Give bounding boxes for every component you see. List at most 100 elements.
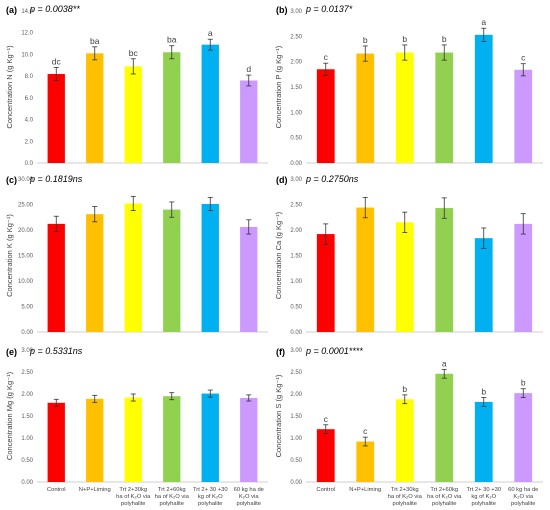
p-value: p = 0.5331ns [29,346,83,356]
x-tick-label: N+P+Liming [349,487,381,493]
y-tick-label: 0.50 [21,458,33,464]
significance-letter: a [442,358,447,368]
bar [240,80,258,163]
bar [435,373,454,482]
bar [514,393,533,482]
x-tick-label: Trt 2+30kg ha of K₂O via polyhalite [388,487,423,507]
significance-letter: b [521,378,526,388]
y-tick-label: 1.50 [290,254,302,260]
bar [514,69,533,163]
bar [316,69,335,163]
bar [47,223,65,332]
y-tick-label: 1.00 [290,436,302,442]
y-tick-label: 0.00 [290,480,302,486]
panel-label: (e) [6,347,17,357]
x-tick-label: Trt 2+60kg ha of K₂O via polyhalite [155,487,190,507]
y-tick-label: 3.00 [21,348,33,354]
significance-letter: b [481,387,486,397]
x-tick-label: Control [47,487,66,493]
y-tick-label: 5.00 [21,305,33,311]
p-value: p = 0.0001**** [305,346,363,356]
bar [86,53,104,163]
bar [395,399,414,482]
y-tick-label: 2.0 [25,139,34,145]
y-tick-label: 14.0 [21,9,33,15]
significance-letter: b [402,34,407,44]
x-tick-label: Trt 2+30kg ha of K₂O via polyhalite [116,487,151,507]
y-tick-label: 15.00 [18,254,34,260]
bar [316,234,335,332]
y-tick-label: 10.00 [18,279,34,285]
y-tick-label: 1.50 [290,414,302,420]
y-tick-label: 2.50 [290,370,302,376]
bar [163,52,181,163]
y-tick-label: 3.00 [290,9,302,15]
y-axis-label: Concentration Mg (g Kg⁻¹) [5,371,14,460]
bar [356,207,375,332]
significance-letter: b [402,384,407,394]
y-tick-label: 0.00 [21,480,33,486]
bar [163,396,181,482]
panel-label: (c) [6,175,17,185]
bar [435,52,454,164]
bar [86,214,104,332]
y-axis-label: Concentration K (g Kg⁻¹) [5,214,14,297]
bar [124,66,142,163]
y-tick-label: 1.00 [290,110,302,116]
y-tick-label: 12.0 [21,31,33,37]
y-tick-label: 30.00 [18,177,34,183]
significance-letter: d [246,64,251,74]
y-tick-label: 20.00 [18,228,34,234]
bar [201,203,219,332]
significance-letter: ba [167,35,177,45]
y-tick-label: 2.00 [290,392,302,398]
panel-label: (b) [276,5,288,15]
significance-letter: b [363,35,368,45]
bar [47,73,65,163]
bar [474,34,493,164]
y-tick-label: 1.00 [21,436,33,442]
x-tick-label: 60 kg ha de K₂O via polyhalite [508,487,538,507]
bar [514,223,533,332]
x-tick-label: Trt 2+ 30 +30 kg of K₂O polyhalite [466,487,501,507]
significance-letter: a [208,28,213,38]
significance-letter: b [442,34,447,44]
bar [240,226,258,332]
y-tick-label: 0.50 [290,136,302,142]
significance-letter: c [324,52,329,62]
bar [163,209,181,332]
bar [395,52,414,164]
bar [201,44,219,163]
y-tick-label: 10.0 [21,52,33,58]
y-tick-label: 1.50 [21,414,33,420]
y-tick-label: 2.50 [290,34,302,40]
bar [474,401,493,482]
y-tick-label: 4.0 [25,118,34,124]
bar [124,397,142,482]
significance-letter: bc [129,48,139,58]
significance-letter: ba [90,36,100,46]
p-value: p = 0.1819ns [29,174,83,184]
bar [356,441,375,482]
y-tick-label: 3.00 [290,177,302,183]
bar [474,238,493,332]
bar [395,222,414,332]
panel-label: (a) [6,5,17,15]
p-value: p = 0.2750ns [305,174,359,184]
panel-b: (b) p = 0.0137* 0.00 0.50 1.00 1.50 2.00 2.50 3.… [274,4,543,167]
bar [316,429,335,482]
p-value: p = 0.0137* [305,4,353,14]
x-tick-label: N+P+Liming [79,487,111,493]
y-tick-label: 25.00 [18,203,34,209]
y-tick-label: 6.0 [25,96,34,102]
y-tick-label: 1.50 [290,85,302,91]
y-tick-label: 2.00 [290,60,302,66]
bar [124,203,142,332]
x-tick-label: 60 kg ha de K₂O via polyhalite [234,487,264,507]
y-tick-label: 0.00 [21,330,33,336]
panel-c: (c) p = 0.1819ns 0.00 5.00 10.00 15.00 20.00 25… [5,174,268,336]
y-tick-label: 1.00 [290,279,302,285]
bar [201,393,219,482]
bar [240,397,258,482]
